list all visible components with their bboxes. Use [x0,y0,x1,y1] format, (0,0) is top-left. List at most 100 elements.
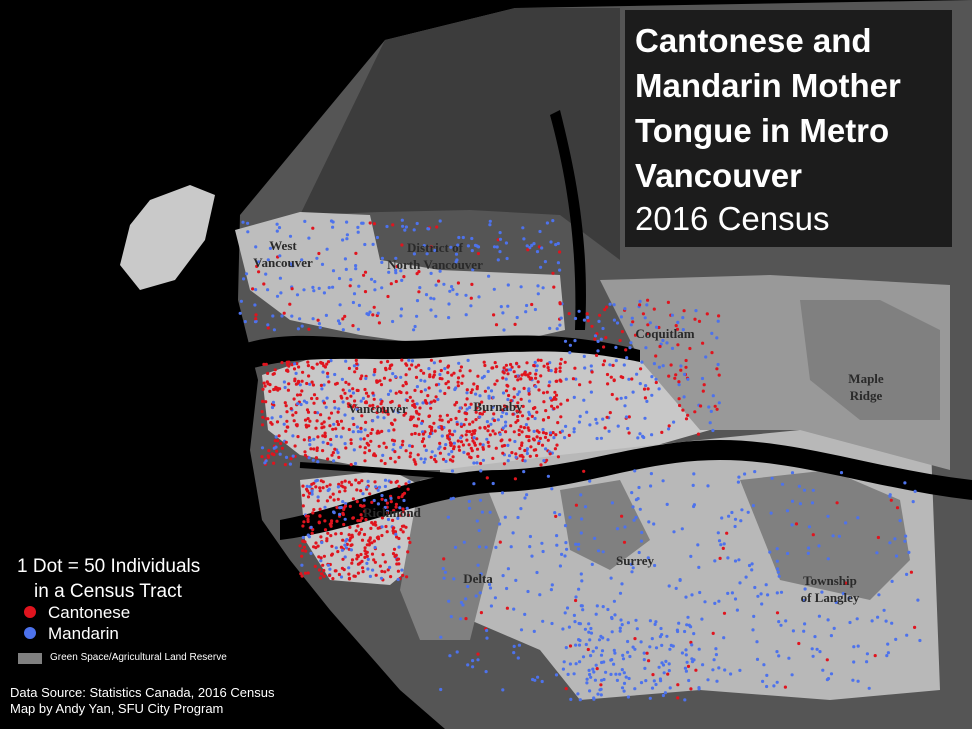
dot [357,284,361,288]
dot [348,525,352,530]
dot [341,400,345,404]
dot [464,597,468,601]
dot [392,508,396,513]
dot [558,323,562,327]
dot [380,399,384,403]
dot [522,237,526,241]
dot [368,537,372,541]
dot [563,524,568,528]
dot [650,393,654,397]
dot [466,244,470,248]
dot [811,488,815,492]
dot [591,649,595,653]
dot [657,325,661,330]
dot [530,302,534,307]
dot [345,396,349,400]
dot [391,223,395,227]
dot [516,392,520,396]
dot [498,250,502,254]
dot [280,314,284,318]
dot [877,593,881,597]
dot [464,617,468,621]
dot [654,682,658,687]
dot [402,275,406,279]
dot [560,552,564,557]
dot [377,485,382,489]
dot [615,321,620,325]
dot [317,251,321,256]
dot [369,439,373,443]
title-line: Tongue in Metro [635,112,889,149]
dot [603,426,607,430]
dot [380,516,384,520]
dot [362,273,366,277]
dot [549,240,553,244]
dot [427,227,431,231]
dot [588,423,592,427]
place-label: Richmond [363,505,422,520]
dot [386,359,390,364]
dot [532,242,536,246]
dot [619,396,623,400]
dot [351,324,355,328]
dot [452,441,456,445]
dot [677,383,681,387]
dot [391,552,396,556]
dot [471,268,475,272]
dot [697,687,701,691]
dot [346,402,350,406]
dot [320,540,324,545]
dot [506,384,510,388]
dot [525,361,529,365]
dot [501,410,505,414]
dot [817,614,822,618]
dot [680,527,684,531]
dot [373,480,377,484]
dot [365,485,369,489]
dot [374,485,378,489]
dot [610,616,614,621]
dot [319,559,323,563]
dot [239,299,243,303]
dot [603,308,607,312]
dot [565,606,570,610]
dot [514,578,518,583]
dot [364,518,368,522]
dot [644,679,648,683]
dot [331,427,335,431]
dot [416,453,420,457]
dot [511,412,515,416]
dot [488,510,492,514]
dot [417,290,421,294]
dot [328,483,332,487]
dot [342,507,346,511]
dot [292,367,297,371]
dot [498,231,502,235]
dot [260,446,265,450]
dot [714,647,718,651]
dot [561,627,565,631]
dot [729,672,733,676]
dot [463,403,467,407]
dot [325,499,329,503]
dot [260,423,265,427]
dot [426,394,430,398]
dot [626,426,630,431]
dot [875,551,879,555]
dot [751,504,756,508]
dot [698,590,702,595]
dot [293,444,297,448]
dot [717,666,721,670]
dot [539,463,543,467]
dot [669,363,673,367]
dot [275,449,279,453]
dot [688,346,692,351]
dot [564,424,568,428]
dot [660,633,664,637]
dot [514,455,518,459]
dot [380,497,384,501]
dot [620,686,625,690]
dot [355,500,359,504]
dot [550,621,554,626]
dot [317,520,321,524]
